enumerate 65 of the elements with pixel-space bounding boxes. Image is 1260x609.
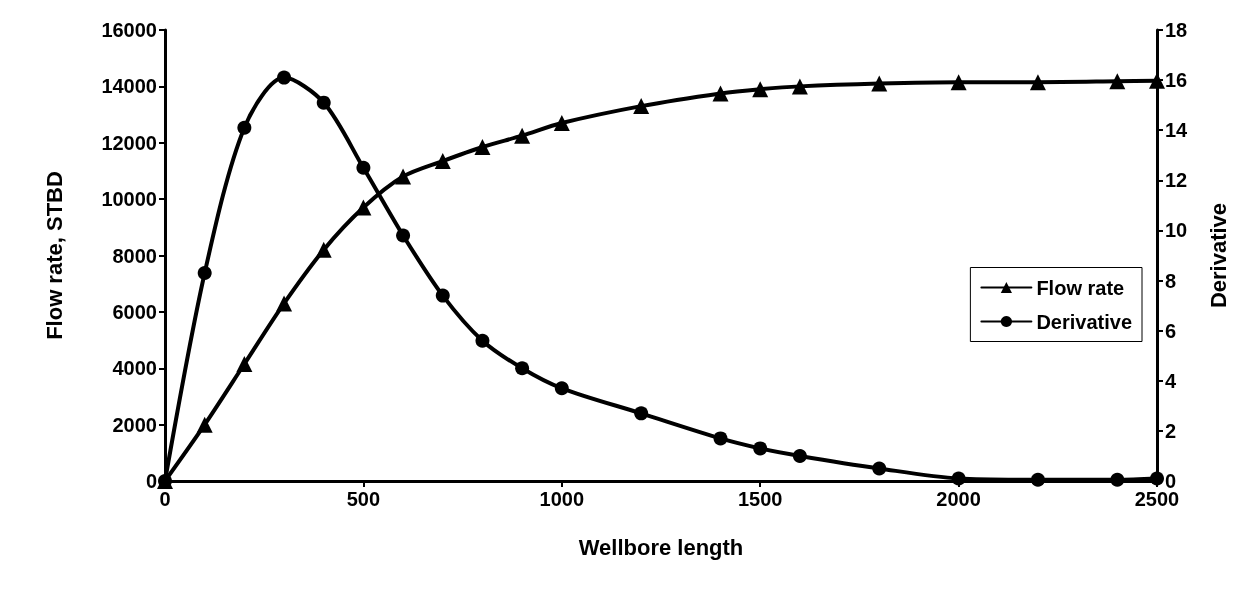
point [951,471,966,486]
y-tick-label: 14000 [101,75,157,98]
x-axis-title: Wellbore length [578,534,744,560]
y2-tick-label: 8 [1165,269,1177,292]
point [1109,73,1126,90]
point [871,75,888,92]
point [395,168,412,185]
x-tick-label: 500 [346,488,381,510]
point [634,406,649,421]
point [872,461,887,476]
y-tick-label: 2000 [112,413,157,436]
point [712,85,729,102]
point [514,127,531,144]
x-tick-label: 0 [159,488,171,510]
y2-axis-title: Derivative [1205,202,1231,309]
y-axis-title: Flow rate, STBD [41,171,67,340]
x-tick-label: 1500 [737,488,783,510]
y2-tick-label: 14 [1165,119,1189,142]
y-tick-label: 4000 [112,357,157,380]
point [553,115,570,132]
point [434,153,451,170]
point [196,416,213,433]
point [515,361,530,376]
point [435,288,450,303]
point [236,356,253,373]
y-tick-label: 0 [145,470,157,492]
y2-tick-label: 6 [1165,319,1177,342]
point [1110,472,1125,487]
point [792,448,807,463]
point [950,74,967,91]
point [277,70,292,85]
y2-tick-label: 12 [1165,169,1188,192]
legend-label: Derivative [1036,310,1133,333]
y2-tick-label: 16 [1165,69,1188,92]
point [791,78,808,95]
x-tick-label: 2000 [936,488,981,510]
y2-tick-label: 4 [1165,369,1177,392]
legend-label: Flow rate [1036,276,1125,299]
point [237,120,252,135]
point [1030,472,1045,487]
point [316,95,331,110]
point [396,228,411,243]
point [633,98,650,115]
point [752,81,769,98]
point [713,431,728,446]
point [1029,74,1046,91]
y-tick-label: 10000 [101,188,157,211]
point [474,138,491,155]
point [475,333,490,348]
y-tick-label: 12000 [101,131,157,154]
y-tick-label: 16000 [101,19,157,41]
y2-tick-label: 18 [1165,19,1188,41]
y2-tick-label: 2 [1165,419,1177,442]
point [554,381,569,396]
point [276,295,293,312]
point [1150,471,1164,486]
y-tick-label: 8000 [112,244,157,267]
point [356,160,371,175]
point [315,241,332,258]
y-tick-label: 6000 [112,300,157,323]
x-tick-label: 1000 [539,488,585,510]
y2-tick-label: 10 [1165,219,1188,242]
point [355,199,372,216]
point [197,266,212,281]
point [753,441,768,456]
